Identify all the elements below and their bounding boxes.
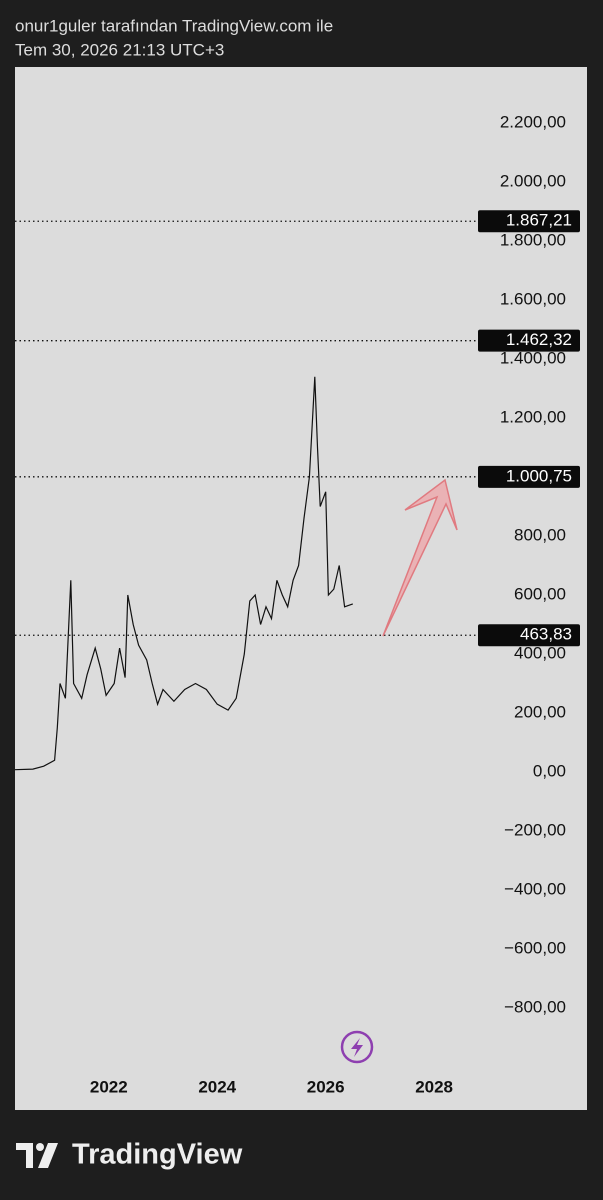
x-tick-label: 2022 [90,1077,128,1096]
y-tick-label: −800,00 [504,998,566,1017]
y-tick-label: 1.800,00 [500,231,566,250]
timestamp: Tem 30, 2026 21:13 UTC+3 [15,40,224,59]
y-tick-label: 0,00 [533,762,566,781]
arrow [382,478,458,637]
y-tick-label: 400,00 [514,644,566,663]
y-tick-label: 1.200,00 [500,408,566,427]
price-level-box [478,465,580,488]
price-line [14,376,354,771]
price-level-label: 1.000,75 [506,466,572,485]
y-tick-label: −200,00 [504,821,566,840]
y-tick-label: 200,00 [514,703,566,722]
price-level-label: 463,83 [520,625,572,644]
y-tick-label: 800,00 [514,526,566,545]
price-level-box [478,624,580,647]
price-level-label: 1.867,21 [506,211,572,230]
brand: TradingView [72,1139,243,1171]
y-tick-label: −600,00 [504,939,566,958]
tv-logo [16,1143,58,1168]
chart-panel [15,67,587,1110]
x-tick-label: 2026 [307,1077,345,1096]
x-tick-label: 2024 [198,1077,236,1096]
y-tick-label: 2.000,00 [500,172,566,191]
x-tick-label: 2028 [415,1077,453,1096]
price-level-label: 1.462,32 [506,330,572,349]
y-tick-label: −400,00 [504,880,566,899]
lightning-icon [351,1038,363,1057]
y-tick-label: 600,00 [514,585,566,604]
y-tick-label: 1.400,00 [500,349,566,368]
plot: 2.200,00 2.000,00 1.800,00 1.600,00 1.400,00… [14,113,580,1096]
y-tick-label: 1.600,00 [500,290,566,309]
price-level-box [478,329,580,352]
price-level-box [478,210,580,233]
y-tick-label: 2.200,00 [500,113,566,132]
author-line: onur1guler tarafından TradingView.com il… [15,16,333,35]
icon-ring [340,1030,374,1064]
